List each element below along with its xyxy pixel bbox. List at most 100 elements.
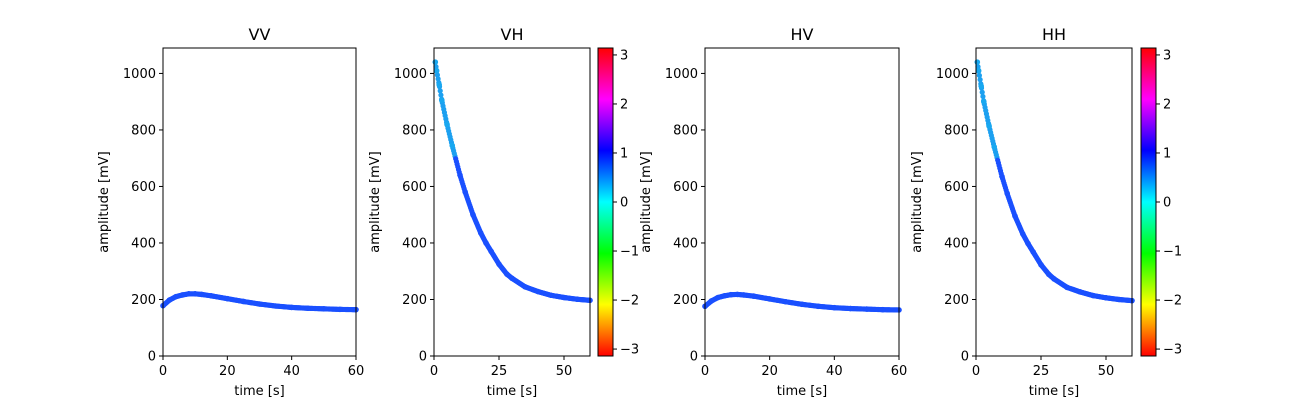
colorbar-tick-label: 3 <box>620 48 628 63</box>
data-sample <box>185 291 192 297</box>
axes-frame <box>704 47 900 357</box>
data-sample <box>1046 271 1052 278</box>
y-tick-label: 600 <box>673 180 698 195</box>
x-tick-label: 50 <box>556 364 573 379</box>
y-tick-label: 800 <box>673 123 698 138</box>
y-tick-label: 200 <box>944 293 969 308</box>
subplot-title: HH <box>1042 25 1066 44</box>
y-tick-label: 0 <box>690 350 698 365</box>
data-sample <box>986 122 992 129</box>
data-points <box>974 59 1135 304</box>
data-sample <box>457 172 463 178</box>
colorbar-gradient <box>1141 48 1156 356</box>
data-sample <box>799 301 805 308</box>
data-sample <box>548 292 554 299</box>
colorbar: −3 −2 −1 0 1 2 3 <box>597 47 639 358</box>
data-sample <box>991 144 997 150</box>
x-tick-label: 20 <box>219 364 236 379</box>
data-sample <box>981 98 987 105</box>
x-tick-label: 40 <box>283 364 300 379</box>
subplot-title: VV <box>249 25 271 44</box>
y-tick-label: 200 <box>402 293 427 308</box>
data-sample <box>1090 292 1096 299</box>
data-points <box>702 291 902 313</box>
y-tick-label: 800 <box>402 123 427 138</box>
axes-frame <box>433 47 591 357</box>
data-sample <box>734 291 741 298</box>
data-sample <box>321 306 327 312</box>
colorbar-tick-label: 3 <box>1163 48 1171 63</box>
data-sample <box>444 121 450 128</box>
data-sample <box>173 293 179 300</box>
data-sample <box>741 292 747 298</box>
data-sample <box>272 303 279 309</box>
data-sample <box>715 294 721 301</box>
colorbar-tick-label: −1 <box>620 245 639 260</box>
data-sample <box>574 296 580 303</box>
x-tick-label: 20 <box>761 364 778 379</box>
data-sample <box>831 304 838 311</box>
x-tick-label: 60 <box>348 364 365 379</box>
x-tick-label: 50 <box>1098 364 1115 379</box>
data-point <box>977 77 983 83</box>
data-sample <box>863 306 870 312</box>
data-sample <box>337 306 343 313</box>
colorbar-tick-label: 1 <box>620 146 628 161</box>
data-sample <box>978 83 984 89</box>
data-sample <box>470 211 476 218</box>
data-sample <box>166 297 173 303</box>
data-sample <box>1004 190 1010 197</box>
data-point <box>976 72 983 79</box>
x-tick-label: 60 <box>891 364 908 379</box>
subplot-title: HV <box>791 25 814 44</box>
plot-area <box>976 48 1132 356</box>
data-sample <box>488 248 495 255</box>
y-tick-label: 600 <box>944 180 969 195</box>
data-sample <box>535 288 541 295</box>
data-sample <box>432 59 439 65</box>
x-tick-label: 0 <box>701 364 709 379</box>
colorbar: −3 −2 −1 0 1 2 3 <box>1140 47 1182 358</box>
data-sample <box>288 304 295 311</box>
axes-frame <box>162 47 357 357</box>
y-tick-label: 1000 <box>394 67 427 82</box>
x-tick-label: 0 <box>972 364 980 379</box>
y-tick-label: 800 <box>131 123 156 138</box>
subplot-hh: HH 0 25 50 0 200 400 600 800 1000 time [s] amplitud… <box>910 25 1182 399</box>
y-axis-label: amplitude [mV] <box>639 151 654 253</box>
data-sample <box>880 306 886 313</box>
subplot-title: VH <box>501 25 524 44</box>
data-sample <box>766 296 773 302</box>
colorbar-tick-label: −2 <box>1163 294 1182 309</box>
y-tick-label: 400 <box>131 236 156 251</box>
y-tick-label: 200 <box>131 293 156 308</box>
data-sample <box>240 298 247 305</box>
colorbar-tick-label: 1 <box>1163 146 1171 161</box>
x-tick-label: 0 <box>430 364 438 379</box>
data-sample <box>1116 296 1122 303</box>
colorbar-tick-label: −2 <box>620 294 639 309</box>
x-tick-label: 0 <box>159 364 167 379</box>
data-sample <box>815 303 821 310</box>
data-sample <box>522 283 528 290</box>
colorbar-tick-label: 2 <box>1163 97 1171 112</box>
data-point <box>980 93 986 100</box>
colorbar-tick-label: 2 <box>620 97 628 112</box>
y-tick-label: 600 <box>131 180 156 195</box>
data-sample <box>1020 231 1026 237</box>
y-tick-label: 1000 <box>665 67 698 82</box>
x-tick-label: 25 <box>491 364 508 379</box>
data-point <box>438 92 444 98</box>
data-sample <box>304 305 311 312</box>
data-sample <box>750 293 757 299</box>
y-tick-label: 400 <box>402 236 427 251</box>
data-sample <box>504 271 510 277</box>
data-sample <box>1038 261 1044 268</box>
data-sample <box>208 293 215 299</box>
data-sample <box>728 291 734 298</box>
data-point <box>437 88 443 94</box>
data-sample <box>198 291 205 298</box>
y-axis-label: amplitude [mV] <box>910 151 925 253</box>
data-sample <box>509 275 515 282</box>
data-sample <box>1012 213 1018 219</box>
